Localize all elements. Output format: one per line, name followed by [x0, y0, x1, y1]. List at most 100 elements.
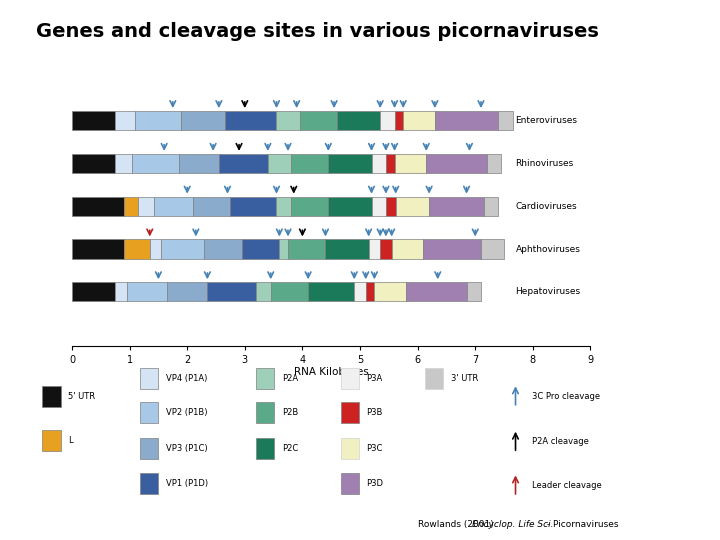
Bar [114, 111, 135, 130]
Bar [386, 197, 396, 216]
Bar [181, 111, 225, 130]
Text: Leader cleavage: Leader cleavage [531, 481, 601, 490]
Bar [124, 197, 138, 216]
Bar [193, 197, 230, 216]
Bar [288, 239, 325, 259]
Text: P2A: P2A [282, 374, 298, 383]
Bar [354, 282, 366, 301]
Text: Cardioviruses: Cardioviruses [516, 202, 577, 211]
Bar [380, 239, 392, 259]
Bar [140, 402, 158, 423]
Bar [242, 239, 279, 259]
Bar [337, 111, 380, 130]
Text: 3' UTR: 3' UTR [451, 374, 478, 383]
Bar [374, 282, 406, 301]
Bar [230, 197, 276, 216]
Bar [291, 154, 328, 173]
Bar [369, 239, 380, 259]
Bar [291, 197, 328, 216]
Bar [114, 154, 132, 173]
Bar [154, 197, 193, 216]
Bar [268, 154, 291, 173]
Bar [467, 282, 481, 301]
Bar [279, 239, 288, 259]
Bar [42, 386, 60, 407]
Bar [276, 111, 300, 130]
Bar [328, 154, 372, 173]
Bar [140, 437, 158, 459]
Bar [135, 111, 181, 130]
Bar [179, 154, 219, 173]
Text: P3A: P3A [366, 374, 383, 383]
Bar [395, 111, 403, 130]
Bar [127, 282, 167, 301]
Bar [72, 197, 124, 216]
Bar [341, 368, 359, 389]
Text: Aphthoviruses: Aphthoviruses [516, 245, 580, 253]
Text: Genes and cleavage sites in various picornaviruses: Genes and cleavage sites in various pico… [36, 22, 599, 40]
Bar [124, 239, 150, 259]
Text: - Picornaviruses: - Picornaviruses [544, 520, 618, 529]
Bar [140, 473, 158, 495]
Bar [341, 437, 359, 459]
Bar [256, 437, 274, 459]
Bar [308, 282, 354, 301]
Bar [341, 402, 359, 423]
Text: Rowlands (2001): Rowlands (2001) [418, 520, 496, 529]
Bar [276, 197, 291, 216]
Text: P2C: P2C [282, 444, 299, 453]
Bar [72, 282, 114, 301]
Bar [138, 197, 154, 216]
Bar [271, 282, 308, 301]
Bar [380, 111, 395, 130]
Bar [396, 197, 429, 216]
Bar [219, 154, 268, 173]
Text: VP4 (P1A): VP4 (P1A) [166, 374, 207, 383]
Bar [426, 154, 487, 173]
Bar [484, 197, 498, 216]
Bar [328, 197, 372, 216]
Bar [167, 282, 207, 301]
Bar [429, 197, 484, 216]
Bar [425, 368, 443, 389]
Text: VP1 (P1D): VP1 (P1D) [166, 480, 208, 488]
Bar [395, 154, 426, 173]
Bar [386, 154, 395, 173]
Text: P3B: P3B [366, 408, 383, 417]
Text: P2A cleavage: P2A cleavage [531, 437, 588, 446]
Text: 3C Pro cleavage: 3C Pro cleavage [531, 392, 600, 401]
Bar [256, 282, 271, 301]
Bar [207, 282, 256, 301]
Bar [225, 111, 276, 130]
Text: VP3 (P1C): VP3 (P1C) [166, 444, 207, 453]
Bar [256, 368, 274, 389]
Bar [487, 154, 501, 173]
Bar [140, 368, 158, 389]
Bar [341, 473, 359, 495]
Text: P3C: P3C [366, 444, 383, 453]
Text: Rhinoviruses: Rhinoviruses [516, 159, 574, 168]
Bar [392, 239, 423, 259]
Bar [72, 239, 124, 259]
Text: Enteroviruses: Enteroviruses [516, 116, 577, 125]
Bar [366, 282, 374, 301]
Bar [403, 111, 435, 130]
Text: Hepatoviruses: Hepatoviruses [516, 287, 580, 296]
Text: P3D: P3D [366, 480, 384, 488]
Bar [150, 239, 161, 259]
Text: L: L [68, 436, 73, 444]
Bar [300, 111, 337, 130]
Bar [325, 239, 369, 259]
Text: Encyclop. Life Sci.: Encyclop. Life Sci. [472, 520, 553, 529]
Bar [114, 282, 127, 301]
Text: VP2 (P1B): VP2 (P1B) [166, 408, 207, 417]
Bar [435, 111, 498, 130]
Bar [481, 239, 504, 259]
Bar [42, 430, 60, 450]
Bar [423, 239, 481, 259]
Bar [72, 154, 114, 173]
Bar [256, 402, 274, 423]
Bar [498, 111, 513, 130]
Bar [72, 111, 114, 130]
Bar [406, 282, 467, 301]
